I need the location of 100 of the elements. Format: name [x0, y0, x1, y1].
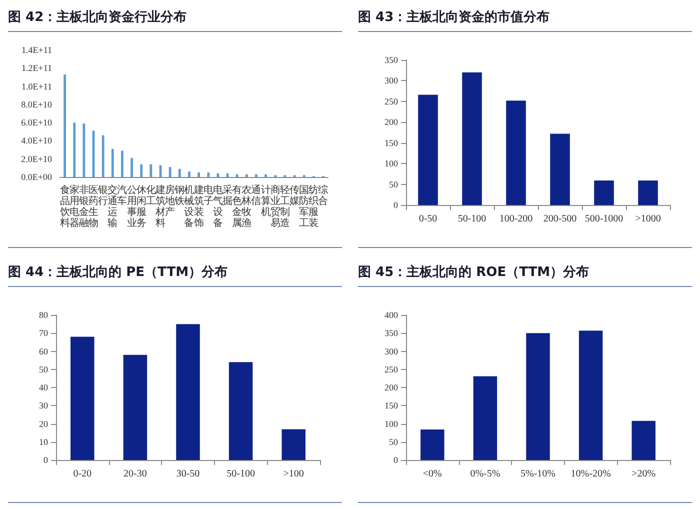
y-tick-label: 400 — [384, 310, 398, 320]
bar — [228, 362, 253, 460]
x-tick-label: 交通运输 — [108, 184, 118, 229]
bar — [176, 324, 200, 460]
x-tick-label: 有色金属 — [232, 184, 242, 229]
y-tick-label: 2.0E+10 — [21, 154, 52, 164]
bar — [121, 150, 124, 177]
x-tick-label: 20-30 — [124, 468, 147, 480]
bar — [420, 430, 444, 460]
x-tick-label: 银行 — [97, 185, 108, 207]
x-tick-label: 国防军工 — [299, 185, 310, 229]
bar — [178, 168, 181, 177]
y-tick-label: 50 — [389, 179, 398, 190]
x-tick-label: 50-100 — [226, 468, 255, 480]
x-tick-label: 0%-5% — [470, 468, 500, 480]
bar — [594, 180, 614, 205]
x-tick-label: 轻工制造 — [280, 184, 290, 229]
x-tick-label: >1000 — [635, 214, 661, 224]
x-tick-label: 机械设备 — [184, 184, 194, 229]
bar — [216, 173, 220, 177]
x-tick-label: 采掘 — [222, 184, 232, 207]
y-tick-label: 50 — [39, 364, 48, 374]
bar — [111, 148, 114, 177]
y-tick-label: 300 — [384, 346, 398, 356]
x-tick-label: 0-20 — [73, 468, 92, 480]
x-tick-label: 房地产 — [164, 184, 176, 218]
y-tick-label: 350 — [384, 55, 398, 65]
x-tick-label: 电气设备 — [212, 184, 223, 229]
bar — [282, 429, 306, 460]
bar — [123, 354, 148, 460]
bar — [638, 180, 658, 205]
x-tick-label: 通信 — [251, 184, 262, 207]
x-tick-label: 非银金融 — [78, 184, 89, 229]
x-tick-label: 医药生物 — [88, 185, 98, 229]
x-tick-label: 休闲服务 — [136, 185, 146, 229]
bar — [168, 167, 172, 177]
y-tick-label: 80 — [39, 310, 48, 320]
y-tick-label: 1.2E+11 — [22, 63, 52, 74]
bar — [140, 164, 143, 177]
x-tick-label: >20% — [632, 468, 656, 480]
x-tick-label: 农林牧渔 — [240, 185, 252, 229]
y-tick-label: 20 — [39, 418, 48, 429]
x-tick-label: 0-50 — [418, 214, 438, 224]
chart-title: 图 45：主板北向的 ROE（TTM）分布 — [358, 255, 692, 287]
x-tick-label: 50-100 — [458, 214, 486, 224]
bar — [64, 74, 66, 177]
bar — [188, 172, 190, 177]
y-tick-label: 60 — [39, 346, 48, 356]
bar — [150, 164, 152, 177]
y-tick-label: 150 — [384, 138, 398, 148]
y-tick-label: 4.0E+10 — [21, 136, 52, 146]
y-tick-label: 0 — [394, 455, 398, 465]
y-tick-label: 0.0E+00 — [21, 172, 52, 182]
bar — [473, 376, 498, 460]
x-tick-label: >100 — [283, 468, 304, 480]
x-tick-label: 10%-20% — [570, 468, 611, 480]
x-tick-label: <0% — [422, 468, 442, 480]
bar — [506, 100, 526, 205]
chart-title: 图 42：主板北向资金行业分布 — [8, 0, 342, 32]
y-tick-label: 8.0E+10 — [21, 99, 52, 110]
x-tick-label: 钢铁 — [174, 185, 185, 207]
y-tick-label: 0 — [44, 455, 48, 465]
bar — [207, 172, 210, 177]
bar — [73, 122, 76, 177]
y-tick-label: 200 — [384, 382, 398, 392]
x-tick-label: 30-50 — [176, 468, 200, 480]
y-tick-label: 200 — [384, 117, 398, 128]
bar — [198, 172, 200, 177]
y-tick-label: 10 — [39, 436, 48, 447]
y-tick-label: 50 — [389, 436, 398, 447]
x-tick-label: 建筑装饰 — [192, 184, 204, 229]
x-tick-label: 综合 — [318, 184, 328, 207]
y-tick-label: 100 — [384, 158, 398, 169]
y-tick-label: 300 — [384, 76, 398, 86]
x-tick-label: 500-1000 — [584, 214, 624, 224]
y-tick-label: 6.0E+10 — [21, 118, 52, 128]
x-tick-label: 100-200 — [499, 214, 533, 224]
bar — [245, 174, 248, 177]
x-tick-label: 汽车 — [117, 184, 128, 207]
bar — [255, 174, 258, 177]
x-tick-label: 200-500 — [543, 214, 577, 224]
y-tick-label: 1.4E+11 — [22, 45, 52, 55]
x-tick-label: 建筑材料 — [154, 184, 166, 229]
y-tick-label: 250 — [384, 96, 398, 106]
x-tick-label: 商业贸易 — [270, 184, 280, 229]
bar — [526, 333, 550, 460]
chart-title: 图 43：主板北向资金的市值分布 — [358, 0, 692, 32]
bar — [102, 135, 104, 177]
x-tick-label: 电子 — [203, 184, 214, 207]
y-tick-label: 100 — [384, 418, 398, 429]
bar — [418, 94, 438, 205]
bar — [236, 174, 238, 177]
bar — [462, 72, 482, 205]
x-tick-label: 纺织服装 — [308, 184, 319, 229]
x-tick-label: 家用电器 — [69, 184, 80, 229]
y-tick-label: 30 — [39, 400, 48, 411]
y-tick-label: 0 — [394, 200, 398, 210]
bar — [82, 123, 86, 177]
y-tick-label: 1.0E+11 — [22, 81, 52, 92]
y-tick-label: 150 — [384, 400, 398, 411]
